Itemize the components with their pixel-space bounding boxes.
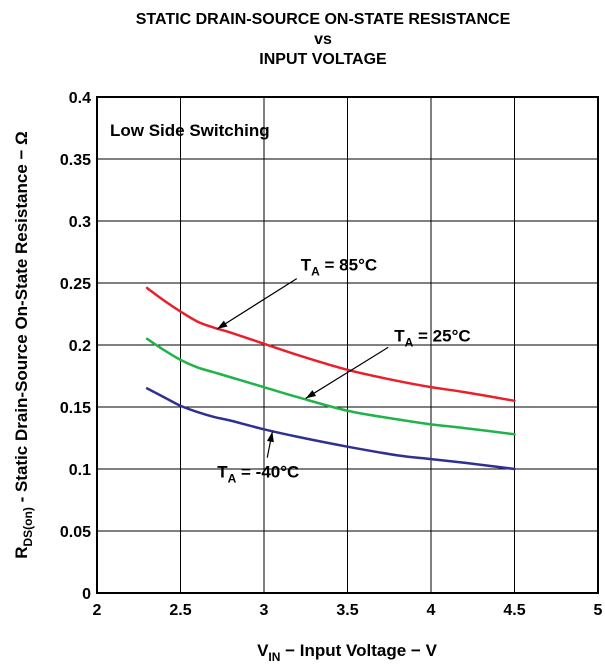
x-tick-labels: 2 2.5 3 3.5 4 4.5 5: [93, 602, 603, 619]
grid: [97, 97, 598, 593]
annotation-label-prefix: T: [394, 326, 405, 345]
y-tick-label: 0.4: [69, 90, 91, 107]
y-axis-label-main: R: [12, 546, 31, 558]
y-tick-label: 0.3: [69, 214, 91, 231]
y-tick-label: 0.1: [69, 462, 91, 479]
x-axis-label-sub: IN: [268, 650, 280, 664]
chart-title-line1: STATIC DRAIN-SOURCE ON-STATE RESISTANCE: [136, 11, 511, 28]
x-axis-label-rest: − Input Voltage − V: [280, 641, 437, 660]
x-tick-label: 2.5: [169, 602, 191, 619]
x-axis-label: VIN − Input Voltage − V: [257, 641, 437, 664]
annotation-arrowhead: [266, 431, 274, 443]
y-tick-label: 0.15: [60, 400, 91, 417]
annotation-label: TA = 85°C: [301, 256, 377, 279]
plot-frame: [96, 96, 599, 594]
x-tick-label: 2: [93, 602, 102, 619]
annotation-arrowhead: [217, 320, 228, 329]
y-axis-label: RDS(on) - Static Drain-Source On-State R…: [12, 131, 35, 559]
series-line--40C: [145, 387, 516, 471]
series-line-25C: [145, 337, 516, 436]
annotation-label-prefix: T: [301, 256, 312, 275]
annotation-label-sub: A: [311, 265, 320, 279]
series-lines: [145, 286, 516, 471]
annotation-label-prefix: T: [217, 463, 228, 482]
y-axis-label-sub: DS(on): [21, 507, 35, 546]
series-line-85C: [145, 286, 516, 403]
chart-title-line3: INPUT VOLTAGE: [259, 51, 387, 68]
annotation-label: TA = -40°C: [217, 463, 299, 486]
y-tick-labels: 0 0.05 0.1 0.15 0.2 0.25 0.3 0.35 0.4: [60, 90, 91, 603]
annotation-label-sub: A: [228, 472, 237, 486]
annotation-label: TA = 25°C: [394, 326, 470, 349]
x-axis-label-main: V: [257, 641, 269, 660]
chart-title-line2: vs: [314, 31, 332, 48]
annotation-label-text: = 85°C: [320, 256, 377, 275]
annotation-label-text: = -40°C: [236, 463, 299, 482]
y-tick-label: 0: [82, 586, 91, 603]
y-axis-label-rest: - Static Drain-Source On-State Resistanc…: [12, 131, 31, 507]
annotation-arrowhead: [305, 390, 317, 399]
y-tick-label: 0.25: [60, 276, 91, 293]
y-tick-label: 0.2: [69, 338, 91, 355]
annotations: TA = 85°CTA = 25°CTA = -40°C: [216, 256, 471, 486]
annotation-arrow-line: [216, 278, 298, 330]
x-tick-label: 4: [427, 602, 436, 619]
y-tick-label: 0.05: [60, 524, 91, 541]
x-tick-label: 3.5: [336, 602, 358, 619]
y-tick-label: 0.35: [60, 152, 91, 169]
annotation-label-sub: A: [405, 335, 414, 349]
x-tick-label: 5: [594, 602, 603, 619]
low-side-switching-label: Low Side Switching: [110, 121, 270, 140]
annotation-arrow-line: [305, 346, 389, 399]
annotation-label-text: = 25°C: [413, 326, 470, 345]
x-tick-label: 4.5: [503, 602, 525, 619]
x-tick-label: 3: [260, 602, 269, 619]
